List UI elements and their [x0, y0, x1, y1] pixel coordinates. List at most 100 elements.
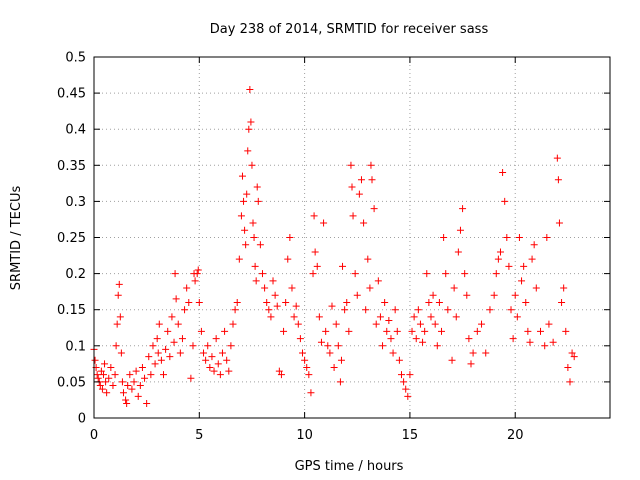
- data-point: [195, 298, 203, 306]
- data-point: [235, 255, 243, 263]
- data-point: [261, 284, 269, 292]
- data-point: [96, 382, 104, 390]
- data-point: [124, 382, 132, 390]
- x-tick-label: 5: [195, 428, 203, 443]
- data-point: [284, 255, 292, 263]
- data-point: [301, 356, 309, 364]
- data-point: [339, 262, 347, 270]
- data-point: [153, 335, 161, 343]
- data-point: [347, 161, 355, 169]
- data-point: [214, 360, 222, 368]
- y-tick-label: 0: [78, 412, 86, 427]
- data-point: [555, 219, 563, 227]
- data-point: [496, 248, 504, 256]
- data-point: [227, 342, 235, 350]
- data-point: [225, 367, 233, 375]
- data-point: [419, 338, 427, 346]
- data-point: [536, 327, 544, 335]
- data-point: [162, 345, 170, 353]
- data-point: [242, 241, 250, 249]
- data-point: [387, 335, 395, 343]
- y-tick-label: 0.35: [57, 159, 86, 174]
- data-point: [459, 205, 467, 213]
- data-point: [425, 298, 433, 306]
- data-point: [330, 363, 338, 371]
- y-tick-label: 0.3: [65, 195, 86, 210]
- data-point: [172, 295, 180, 303]
- data-point: [509, 335, 517, 343]
- data-point: [117, 349, 125, 357]
- data-point: [138, 363, 146, 371]
- data-point: [421, 327, 429, 335]
- data-point: [541, 342, 549, 350]
- chart-title: Day 238 of 2014, SRMTID for receiver sas…: [210, 22, 489, 37]
- data-point: [324, 342, 332, 350]
- data-point: [406, 371, 414, 379]
- data-point: [513, 313, 521, 321]
- data-point: [296, 335, 304, 343]
- data-point: [343, 298, 351, 306]
- data-point: [136, 382, 144, 390]
- data-point: [271, 291, 279, 299]
- data-point: [280, 327, 288, 335]
- data-point: [376, 313, 384, 321]
- x-tick-label: 15: [402, 428, 419, 443]
- data-point: [273, 302, 281, 310]
- data-point: [408, 327, 416, 335]
- data-point: [248, 161, 256, 169]
- data-point: [524, 327, 532, 335]
- data-point: [391, 306, 399, 314]
- data-point: [107, 363, 115, 371]
- data-point: [147, 371, 155, 379]
- data-point: [341, 306, 349, 314]
- data-point: [440, 234, 448, 241]
- data-point: [294, 320, 302, 328]
- data-point: [194, 266, 202, 274]
- data-point: [348, 183, 356, 191]
- y-tick-label: 0.25: [57, 231, 86, 246]
- plot-frame: [93, 56, 611, 419]
- data-point: [336, 378, 344, 386]
- data-point: [218, 349, 226, 357]
- y-axis-ticks: 0 0.05 0.1 0.15 0.2 0.25 0.3 0.35 0.4 0.45 0.5: [57, 51, 610, 427]
- data-point: [123, 400, 131, 408]
- data-point: [210, 367, 218, 375]
- data-point: [452, 313, 460, 321]
- data-point: [212, 335, 220, 343]
- data-point: [249, 219, 257, 227]
- data-point: [160, 371, 168, 379]
- data-point: [251, 262, 259, 270]
- data-point: [520, 262, 528, 270]
- data-point: [444, 306, 452, 314]
- data-point: [469, 349, 477, 357]
- data-point: [290, 313, 298, 321]
- data-point: [208, 353, 216, 361]
- data-point: [543, 234, 551, 241]
- data-point: [277, 371, 285, 379]
- data-point: [171, 270, 179, 278]
- data-point: [404, 392, 412, 400]
- data-point: [254, 197, 262, 205]
- data-point: [367, 161, 375, 169]
- data-point: [511, 291, 519, 299]
- data-point: [442, 270, 450, 278]
- data-point: [187, 374, 195, 382]
- data-point: [101, 360, 109, 368]
- data-point: [119, 389, 127, 397]
- data-point: [545, 320, 553, 328]
- data-point: [355, 190, 363, 198]
- data-point: [554, 176, 562, 184]
- data-point: [197, 327, 205, 335]
- data-point: [231, 306, 239, 314]
- data-point: [109, 382, 117, 390]
- data-point: [505, 262, 513, 270]
- data-point: [385, 317, 393, 325]
- data-point: [132, 367, 140, 375]
- data-point: [499, 169, 507, 177]
- data-point: [370, 205, 378, 213]
- data-point: [178, 335, 186, 343]
- data-point: [149, 342, 157, 350]
- data-point: [427, 313, 435, 321]
- data-point: [416, 320, 424, 328]
